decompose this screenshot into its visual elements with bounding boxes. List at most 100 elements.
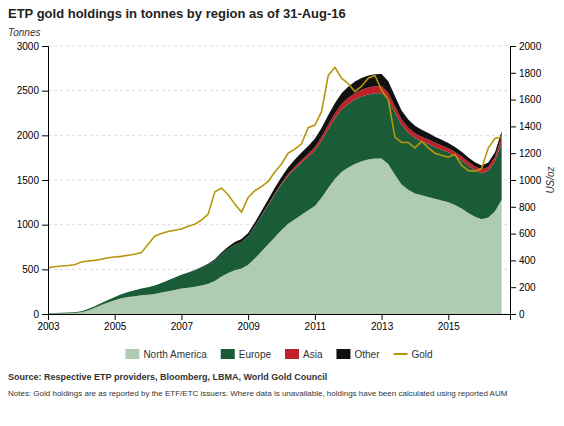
- axis-line: [511, 47, 517, 315]
- axis-line: [42, 47, 49, 315]
- tick: 2003: [37, 314, 60, 332]
- tick-label: 2007: [171, 321, 194, 332]
- tick-mark: [510, 73, 516, 74]
- tick: 3000: [17, 41, 48, 52]
- tick-label: 3000: [17, 41, 40, 52]
- tick: 2015: [438, 314, 461, 332]
- legend-label: North America: [143, 349, 207, 360]
- y2-axis-label: US/oz: [545, 166, 556, 193]
- tick: 400: [510, 255, 536, 266]
- line: [48, 67, 502, 267]
- tick-mark: [510, 100, 516, 101]
- annotation: Source: Respective ETP providers, Bloomb…: [8, 372, 327, 382]
- tick-mark: [42, 314, 48, 315]
- legend-label: Gold: [411, 349, 432, 360]
- legend-item: Europe: [221, 349, 272, 360]
- tick-mark: [181, 314, 182, 320]
- tick-label: 1500: [17, 175, 40, 186]
- tick: 1000: [510, 175, 542, 186]
- tick-label: 0: [33, 309, 39, 320]
- legend-item: Asia: [285, 349, 323, 360]
- legend-item: Other: [336, 349, 380, 360]
- annotation: Notes: Gold holdings are as reported by …: [8, 389, 508, 398]
- axis-line: [49, 315, 511, 321]
- tick-label: 600: [519, 228, 536, 239]
- tick-mark: [510, 260, 516, 261]
- legend-label: Asia: [303, 349, 323, 360]
- tick: 1400: [510, 121, 542, 132]
- area: [48, 93, 502, 313]
- legend-label: Europe: [239, 349, 272, 360]
- legend-label: Other: [354, 349, 380, 360]
- tick-label: 2009: [238, 321, 261, 332]
- tick: 600: [510, 228, 536, 239]
- tick-label: 2003: [37, 321, 60, 332]
- tick-label: 800: [519, 202, 536, 213]
- tick: 200: [510, 282, 536, 293]
- tick-mark: [248, 314, 249, 320]
- grid-line: [48, 90, 510, 91]
- tick: 1600: [510, 94, 542, 105]
- tick-mark: [42, 46, 48, 47]
- tick-label: 2000: [519, 41, 542, 52]
- tick-mark: [115, 314, 116, 320]
- grid: [48, 46, 510, 314]
- tick-mark: [510, 314, 516, 315]
- legend-item: Gold: [393, 349, 432, 360]
- legend-swatch: [125, 349, 139, 359]
- tick-label: 1000: [17, 219, 40, 230]
- grid-line: [48, 135, 510, 136]
- tick: 2000: [510, 41, 542, 52]
- tick-label: 2015: [438, 321, 461, 332]
- tick-mark: [510, 126, 516, 127]
- plot-area: [48, 67, 502, 314]
- tick: 1800: [510, 68, 542, 79]
- tick-mark: [382, 314, 383, 320]
- grid-line: [48, 46, 510, 47]
- tick-mark: [510, 180, 516, 181]
- tick: 2005: [104, 314, 127, 332]
- tick-mark: [42, 180, 48, 181]
- legend-swatch: [221, 349, 235, 359]
- tick: 1000: [17, 219, 48, 230]
- tick-mark: [42, 269, 48, 270]
- tick: 0: [33, 309, 48, 320]
- tick-label: 1400: [519, 121, 542, 132]
- tick-label: 200: [519, 282, 536, 293]
- tick: 2013: [371, 314, 394, 332]
- tick-label: 400: [519, 255, 536, 266]
- tick: 500: [22, 264, 48, 275]
- title: ETP gold holdings in tonnes by region as…: [8, 6, 346, 21]
- tick-mark: [510, 234, 516, 235]
- legend-swatch: [393, 353, 407, 355]
- area: [48, 74, 502, 313]
- tick-mark: [315, 314, 316, 320]
- tick-label: 1000: [519, 175, 542, 186]
- tick-mark: [510, 46, 516, 47]
- tick-label: 2011: [305, 321, 327, 332]
- tick-label: 2500: [17, 85, 40, 96]
- tick-label: 500: [22, 264, 39, 275]
- chart: 2003 2005 2007 2009 2011 2013 2015 0 500 1000 1500…: [0, 0, 564, 426]
- y2-axis: 0 200 400 600 800 1000 1200 1400 1600 1800 2000: [510, 41, 542, 320]
- tick: 2000: [17, 130, 48, 141]
- tick-label: 1600: [519, 94, 542, 105]
- x-axis: 2003 2005 2007 2009 2011 2013 2015: [37, 314, 510, 332]
- tick-mark: [42, 135, 48, 136]
- tick-mark: [510, 287, 516, 288]
- tick-mark: [448, 314, 449, 320]
- tick: 2011: [305, 314, 327, 332]
- tick-label: 2005: [104, 321, 127, 332]
- tick-mark: [510, 207, 516, 208]
- tick: 2009: [238, 314, 261, 332]
- tick-label: 2000: [17, 130, 40, 141]
- tick-mark: [42, 225, 48, 226]
- legend-item: North America: [125, 349, 207, 360]
- tick: 800: [510, 202, 536, 213]
- tick: 0: [510, 309, 525, 320]
- tick: 1500: [17, 175, 48, 186]
- tick-mark: [510, 153, 516, 154]
- tick: 2500: [17, 85, 48, 96]
- tick: 2007: [171, 314, 194, 332]
- tick-label: 1200: [519, 148, 542, 159]
